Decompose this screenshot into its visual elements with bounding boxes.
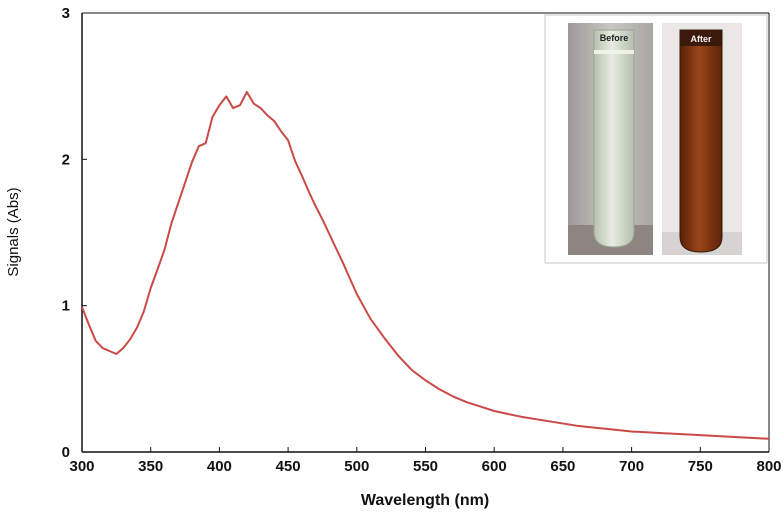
y-axis-title: Signals (Abs) (5, 187, 22, 276)
after-tube (679, 29, 723, 253)
y-tick-label: 1 (62, 298, 70, 315)
before-tube-meniscus (594, 50, 634, 54)
after-tube-neck (680, 30, 722, 46)
x-tick-label: 650 (550, 458, 575, 475)
x-tick-label: 600 (482, 458, 507, 475)
x-tick-label: 800 (756, 458, 781, 475)
x-tick-label: 300 (69, 458, 94, 475)
before-tube-label: Before (600, 33, 629, 43)
x-tick-label: 500 (344, 458, 369, 475)
inset-photo: Before After (544, 14, 768, 264)
x-ticks: 300 350 400 450 500 550 600 650 700 750 800 (69, 447, 782, 475)
x-tick-label: 550 (413, 458, 438, 475)
before-tube (593, 29, 635, 248)
x-tick-label: 450 (276, 458, 301, 475)
x-axis-title: Wavelength (nm) (361, 492, 489, 509)
x-tick-label: 700 (619, 458, 644, 475)
x-tick-label: 750 (688, 458, 713, 475)
x-tick-label: 400 (207, 458, 232, 475)
absorbance-line (81, 91, 770, 440)
y-tick-label: 3 (62, 5, 70, 22)
y-tick-label: 0 (62, 444, 70, 461)
x-tick-label: 350 (138, 458, 163, 475)
y-ticks: 0 1 2 3 (62, 5, 87, 461)
after-tube-label: After (690, 34, 711, 44)
y-tick-label: 2 (62, 151, 70, 168)
